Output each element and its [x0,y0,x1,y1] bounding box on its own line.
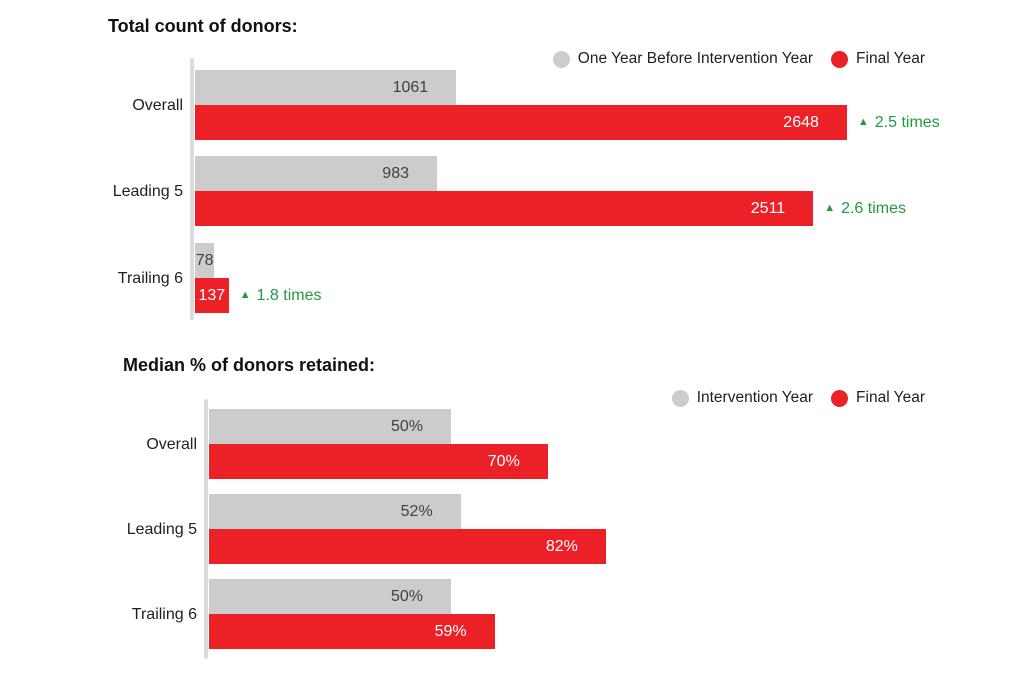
bar-value-label: 82% [545,537,578,555]
gray-legend-dot-icon [671,389,689,407]
chart1-axis-line [190,58,194,320]
legend-item-before-intervention: One Year Before Intervention Year [552,50,814,68]
legend-label: Intervention Year [696,389,814,406]
red-legend-dot-icon [831,50,849,68]
bar-chart2-leading5-intervention: 52% [209,494,461,529]
bar-value-label: 2511 [750,199,786,217]
growth-annotation-leading5: ▲ 2.6 times [824,200,906,218]
category-label-trailing6: Trailing 6 [131,606,197,623]
bar-row: 78 [195,243,215,278]
chart2-axis-line [204,399,208,659]
category-label-overall: Overall [146,436,197,453]
bar-row: 82% [209,529,606,564]
chart1-title: Total count of donors: [108,16,298,36]
chart2-legend: Intervention Year Final Year [671,389,925,407]
bar-row: 52% [209,494,461,529]
chart2-title: Median % of donors retained: [123,355,376,375]
growth-annotation-text: 1.8 times [256,286,322,304]
bar-row: 137 ▲ 1.8 times [195,278,322,313]
legend-label: Final Year [856,50,925,67]
bar-value-label: 78 [195,251,214,269]
legend-item-final-year: Final Year [831,389,925,407]
legend-label: Final Year [856,389,925,406]
bar-chart1-leading5-final: 2511 [195,191,814,226]
bar-row: 70% [209,444,548,479]
bar-value-label: 983 [382,164,409,182]
bar-value-label: 52% [400,502,433,520]
bar-chart1-overall-before: 1061 [195,70,457,105]
bar-chart2-overall-intervention: 50% [209,409,451,444]
red-legend-dot-icon [831,389,849,407]
growth-annotation-trailing6: ▲ 1.8 times [240,287,322,305]
category-label-leading5: Leading 5 [126,521,197,538]
bar-row: 50% [209,579,451,614]
bar-chart1-trailing6-final: 137 [195,278,229,313]
bar-value-label: 50% [390,417,423,435]
legend-item-intervention-year: Intervention Year [671,389,814,407]
growth-annotation-text: 2.6 times [841,199,906,217]
bar-chart1-overall-final: 2648 [195,105,847,140]
bar-row: 2648 ▲ 2.5 times [195,105,940,140]
bar-chart2-leading5-final: 82% [209,529,606,564]
bar-chart2-trailing6-intervention: 50% [209,579,451,614]
bar-row: 59% [209,614,495,649]
legend-label: One Year Before Intervention Year [577,50,814,67]
bar-value-label: 1061 [392,78,429,96]
bar-row: 50% [209,409,451,444]
bar-value-label: 137 [198,286,226,304]
bar-chart2-overall-final: 70% [209,444,548,479]
growth-annotation-text: 2.5 times [874,113,940,131]
bar-chart1-trailing6-before: 78 [195,243,215,278]
up-triangle-icon: ▲ [239,289,251,301]
bar-row: 2511 ▲ 2.6 times [195,191,906,226]
legend-item-final-year: Final Year [831,50,925,68]
bar-chart2-trailing6-final: 59% [209,614,495,649]
bar-value-label: 50% [390,587,423,605]
chart1-legend: One Year Before Intervention Year Final … [552,50,925,68]
category-label-trailing6: Trailing 6 [117,270,183,287]
bar-chart1-leading5-before: 983 [195,156,437,191]
bar-value-label: 59% [434,622,467,640]
bar-value-label: 2648 [783,113,819,131]
up-triangle-icon: ▲ [824,202,836,214]
category-label-leading5: Leading 5 [112,183,183,200]
bar-row: 983 [195,156,437,191]
category-label-overall: Overall [132,97,183,114]
bar-value-label: 70% [487,452,520,470]
up-triangle-icon: ▲ [857,116,869,128]
gray-legend-dot-icon [552,50,570,68]
growth-annotation-overall: ▲ 2.5 times [858,114,940,132]
bar-row: 1061 [195,70,457,105]
